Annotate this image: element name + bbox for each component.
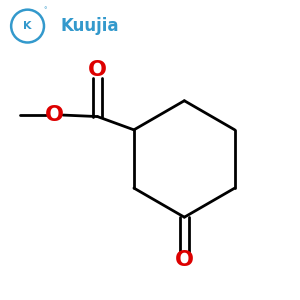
Text: O: O (175, 250, 194, 270)
Text: O: O (45, 105, 64, 125)
Text: K: K (23, 21, 32, 31)
Text: Kuujia: Kuujia (60, 17, 119, 35)
Text: °: ° (43, 8, 46, 14)
Text: O: O (88, 60, 107, 80)
